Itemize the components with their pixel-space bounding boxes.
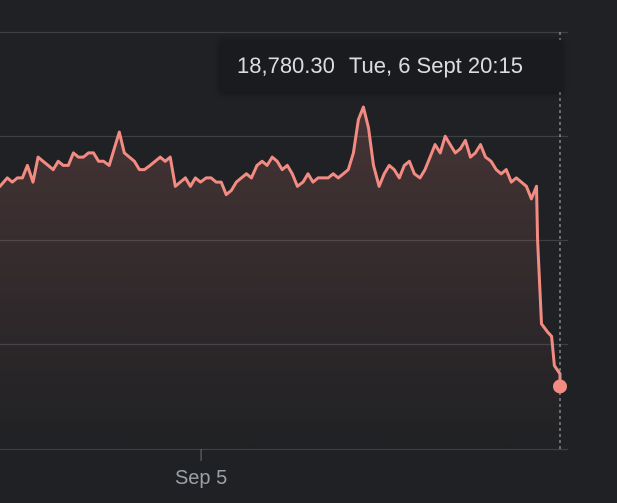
x-tick-label-0: Sep 5 <box>175 467 227 489</box>
series-line <box>0 105 562 388</box>
area-fill <box>0 107 560 449</box>
tooltip-value: 18,780.30 <box>237 53 335 78</box>
cursor-point <box>553 379 567 394</box>
x-axis: Sep 5 <box>175 449 227 489</box>
tooltip-datetime: Tue, 6 Sept 20:15 <box>348 53 523 78</box>
series-area <box>0 107 560 449</box>
hover-cursor <box>553 32 567 449</box>
hover-tooltip: 18,780.30 Tue, 6 Sept 20:15 <box>220 40 562 92</box>
series-line-path <box>0 105 562 388</box>
